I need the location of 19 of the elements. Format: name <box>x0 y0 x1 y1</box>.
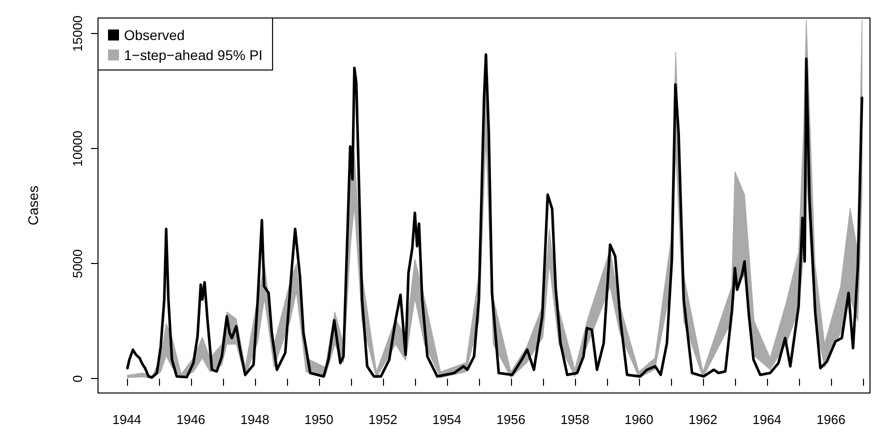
y-axis-title: Cases <box>25 186 41 226</box>
x-tick-label: 1952 <box>368 412 398 427</box>
x-tick-label: 1964 <box>752 412 782 427</box>
y-tick-label: 5000 <box>70 249 85 278</box>
y-tick-label: 15000 <box>70 16 85 52</box>
x-tick-label: 1950 <box>304 412 334 427</box>
legend-label: Observed <box>124 27 185 43</box>
legend-label: 1−step−ahead 95% PI <box>124 47 263 63</box>
x-tick-label: 1966 <box>816 412 846 427</box>
x-tick-label: 1948 <box>240 412 270 427</box>
x-tick-label: 1956 <box>496 412 526 427</box>
x-tick-label: 1946 <box>176 412 206 427</box>
x-tick-label: 1960 <box>624 412 654 427</box>
y-tick-label: 0 <box>70 375 85 382</box>
x-tick-label: 1962 <box>688 412 718 427</box>
x-tick-label: 1958 <box>560 412 590 427</box>
x-tick-label: 1954 <box>432 412 462 427</box>
x-tick-label: 1944 <box>112 412 142 427</box>
y-tick-label: 10000 <box>70 130 85 167</box>
